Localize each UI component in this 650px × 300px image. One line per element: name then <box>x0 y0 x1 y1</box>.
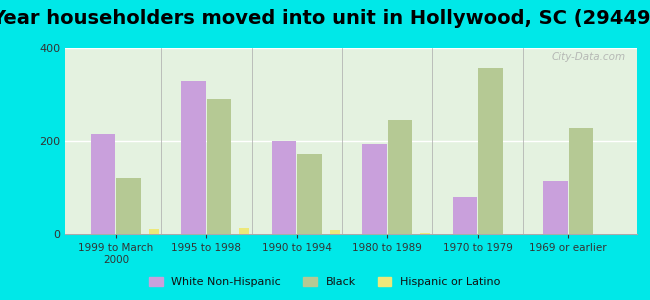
Text: Year householders moved into unit in Hollywood, SC (29449): Year householders moved into unit in Hol… <box>0 9 650 28</box>
Bar <box>297 154 322 234</box>
Bar <box>181 80 206 234</box>
Bar <box>207 99 231 234</box>
Text: City-Data.com: City-Data.com <box>551 52 625 62</box>
Bar <box>272 141 296 234</box>
Legend: White Non-Hispanic, Black, Hispanic or Latino: White Non-Hispanic, Black, Hispanic or L… <box>145 272 505 291</box>
Bar <box>478 68 502 234</box>
Bar <box>239 228 249 234</box>
Bar <box>330 230 340 234</box>
Bar <box>362 144 387 234</box>
Bar <box>116 178 141 234</box>
Bar <box>149 229 159 234</box>
Bar <box>421 232 430 234</box>
Bar <box>387 120 412 234</box>
Bar <box>543 182 567 234</box>
Bar <box>453 197 477 234</box>
Bar <box>91 134 116 234</box>
Bar <box>569 128 593 234</box>
